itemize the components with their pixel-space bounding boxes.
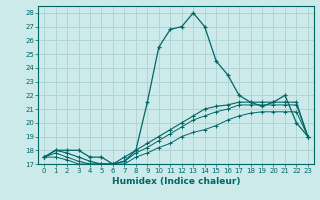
X-axis label: Humidex (Indice chaleur): Humidex (Indice chaleur) [112,177,240,186]
